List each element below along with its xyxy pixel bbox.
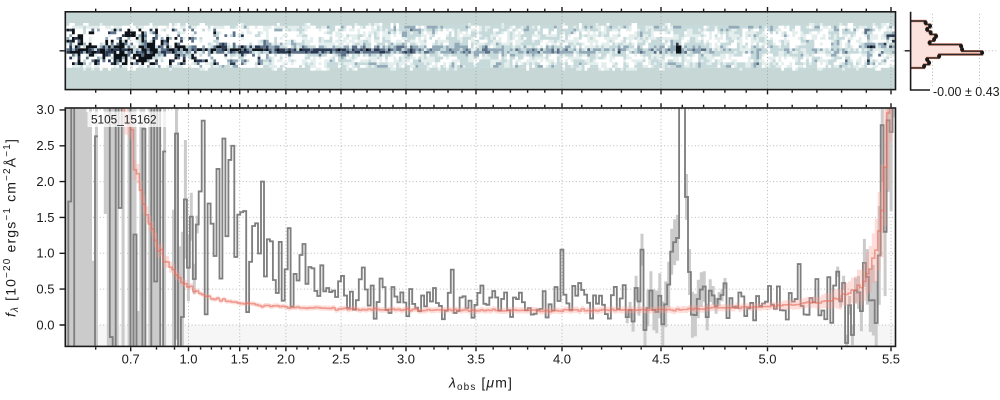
- svg-text:4.5: 4.5: [652, 352, 670, 367]
- svg-text:5105_15162: 5105_15162: [91, 113, 157, 127]
- svg-text:2.0: 2.0: [277, 352, 295, 367]
- svg-text:2.5: 2.5: [36, 138, 54, 153]
- svg-text:3.0: 3.0: [36, 102, 54, 117]
- svg-text:2.5: 2.5: [332, 352, 350, 367]
- svg-text:λobs [μm]: λobs [μm]: [448, 375, 513, 394]
- svg-text:1.0: 1.0: [36, 246, 54, 261]
- svg-text:1.5: 1.5: [36, 210, 54, 225]
- svg-text:2.0: 2.0: [36, 174, 54, 189]
- svg-text:5.5: 5.5: [882, 352, 900, 367]
- svg-text:5.0: 5.0: [758, 352, 776, 367]
- svg-text:1.0: 1.0: [179, 352, 197, 367]
- svg-text:1.5: 1.5: [231, 352, 249, 367]
- svg-text:-0.00 ± 0.43: -0.00 ± 0.43: [933, 85, 1000, 99]
- svg-text:0.7: 0.7: [122, 352, 140, 367]
- svg-text:3.5: 3.5: [467, 352, 485, 367]
- svg-text:fλ [10−20 ergs−1 cm−2Å−1]: fλ [10−20 ergs−1 cm−2Å−1]: [2, 138, 21, 317]
- svg-text:0.0: 0.0: [36, 317, 54, 332]
- svg-text:3.0: 3.0: [397, 352, 415, 367]
- svg-text:4.0: 4.0: [553, 352, 571, 367]
- svg-text:0.5: 0.5: [36, 281, 54, 296]
